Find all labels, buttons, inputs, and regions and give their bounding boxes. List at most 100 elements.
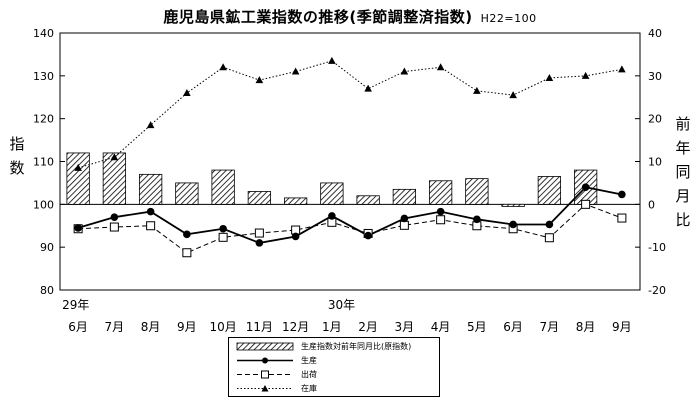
bar-yoy <box>66 152 90 205</box>
shipment-point <box>399 220 409 230</box>
production-point <box>183 230 191 239</box>
x-axis-tick-label: 1月 <box>322 320 342 334</box>
legend-label-inventory: 在庫 <box>301 384 317 393</box>
bar-yoy <box>320 182 344 205</box>
inventory-point <box>219 63 227 71</box>
production-line <box>77 186 623 244</box>
inventory-point <box>618 65 626 73</box>
bar-yoy <box>175 182 199 205</box>
inventory-point <box>545 73 554 81</box>
shipment-point <box>436 215 446 225</box>
legend-shipment-symbol <box>237 370 293 379</box>
x-axis-tick-label: 2月 <box>358 320 378 334</box>
production-point <box>618 190 626 199</box>
shipment-point <box>109 222 119 232</box>
legend-production-symbol <box>237 357 293 364</box>
production-point <box>400 214 409 223</box>
x-axis-tick-label: 8月 <box>576 320 596 334</box>
legend-item-production: 生産 <box>229 354 439 367</box>
x-axis-tick-label: 7月 <box>105 320 125 334</box>
production-point <box>545 220 554 229</box>
inventory-point <box>473 86 481 94</box>
x-axis-tick-label: 9月 <box>612 320 632 334</box>
x-axis-tick-label: 10月 <box>209 320 236 334</box>
left-axis-tick-label: 130 <box>33 70 54 83</box>
x-axis-tick-label: 6月 <box>68 320 88 334</box>
legend-item-bar: 生産指数対前年同月比(原指数) <box>229 340 439 353</box>
bar-yoy <box>138 173 163 205</box>
legend-item-inventory: 在庫 <box>229 382 439 395</box>
production-point <box>581 183 590 191</box>
chart-title: 鹿児島県鉱工業指数の推移(季節調整済指数) <box>163 8 473 26</box>
right-axis-tick-label: 40 <box>648 27 662 40</box>
bar-yoy <box>102 152 127 205</box>
shipment-point <box>617 213 627 223</box>
inventory-point <box>146 121 155 129</box>
inventory-line <box>77 60 622 169</box>
legend-bar-swatch <box>236 342 294 351</box>
x-axis-tick-label: 9月 <box>177 320 197 334</box>
left-axis-tick-label: 120 <box>33 113 54 126</box>
shipment-point <box>182 248 192 258</box>
bar-yoy <box>211 169 235 205</box>
bar-yoy <box>283 197 308 205</box>
production-point <box>74 224 82 232</box>
legend-inventory-symbol <box>237 385 293 392</box>
left-axis-label: 指数 <box>9 135 25 177</box>
inventory-point <box>74 163 82 171</box>
production-point <box>219 224 227 233</box>
bar-yoy <box>501 203 525 207</box>
legend-label-shipment: 出荷 <box>301 370 317 379</box>
right-axis-label: 前年同月比 <box>675 115 691 229</box>
production-point <box>436 207 445 216</box>
x-axis-tick-label: 6月 <box>503 320 523 334</box>
x-axis-tick-label: 7月 <box>540 320 560 334</box>
legend-label-bar: 生産指数対前年同月比(原指数) <box>301 342 412 351</box>
shipment-point <box>254 228 264 238</box>
left-axis-tick-label: 80 <box>40 284 54 297</box>
x-axis-year-label: 29年 <box>62 298 89 312</box>
inventory-point <box>255 76 264 84</box>
production-point <box>146 207 155 216</box>
x-axis-tick-label: 4月 <box>431 320 451 334</box>
inventory-point <box>436 63 445 71</box>
shipment-point <box>581 199 591 209</box>
shipment-point <box>544 233 554 243</box>
left-axis-tick-label: 90 <box>40 241 54 254</box>
chart-title-block: 鹿児島県鉱工業指数の推移(季節調整済指数) H22=100 <box>0 6 700 27</box>
bar-yoy <box>428 180 453 205</box>
bar-yoy <box>356 195 380 205</box>
left-axis-tick-label: 140 <box>33 27 54 40</box>
right-axis-tick-label: 10 <box>648 156 662 169</box>
inventory-point <box>400 67 409 75</box>
x-axis-tick-label: 8月 <box>141 320 161 334</box>
x-axis-tick-label: 3月 <box>395 320 415 334</box>
bar-yoy <box>537 176 562 205</box>
legend: 生産指数対前年同月比(原指数) 生産 出荷 在庫 <box>228 337 440 397</box>
shipment-point <box>218 232 228 242</box>
right-axis-tick-label: 0 <box>648 198 655 211</box>
x-axis-tick-label: 12月 <box>282 320 309 334</box>
inventory-point <box>328 56 336 64</box>
production-point <box>110 213 119 221</box>
inventory-point <box>291 67 300 75</box>
bar-yoy <box>392 188 417 205</box>
shipment-line <box>78 203 623 254</box>
bar-yoy <box>465 178 489 205</box>
production-point <box>291 232 300 241</box>
legend-item-shipment: 出荷 <box>229 368 439 381</box>
right-axis-tick-label: -20 <box>648 284 666 297</box>
inventory-point <box>110 153 119 161</box>
right-axis-tick-label: 30 <box>648 70 662 83</box>
bar-yoy <box>247 191 272 205</box>
left-axis-tick-label: 100 <box>33 198 54 211</box>
production-point <box>255 239 264 247</box>
chart-subtitle: H22=100 <box>480 12 537 25</box>
inventory-point <box>364 84 372 92</box>
production-point <box>328 212 336 220</box>
inventory-point <box>581 71 590 79</box>
plot-frame <box>59 32 641 291</box>
x-axis-tick-label: 11月 <box>246 320 273 334</box>
x-axis-tick-label: 5月 <box>467 320 487 334</box>
